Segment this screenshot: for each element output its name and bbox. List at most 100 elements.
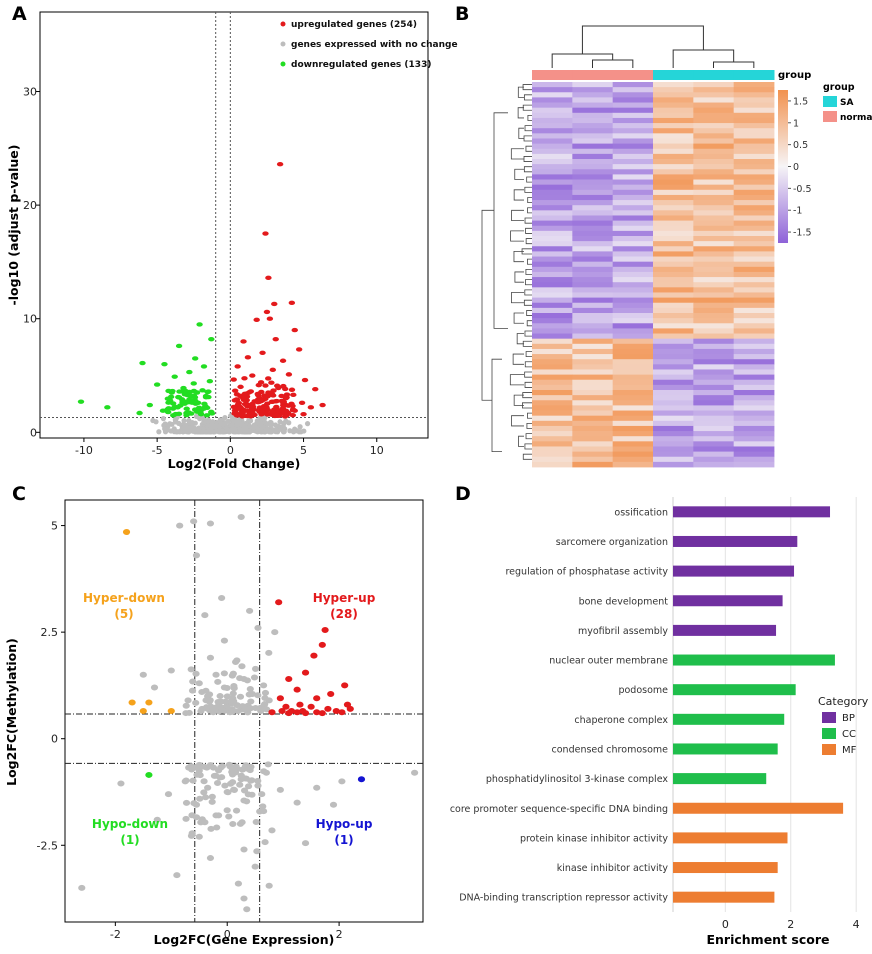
volcano-up-point	[263, 309, 271, 315]
heatmap-cell	[612, 333, 654, 340]
hypo-up-point	[357, 776, 366, 783]
heatmap-cell	[572, 461, 614, 468]
heatmap-cell	[693, 313, 735, 319]
heatmap-cell	[612, 210, 654, 216]
heatmap-cell	[572, 266, 614, 273]
volcano-up-point	[266, 316, 274, 321]
heatmap-cell	[733, 97, 775, 103]
heatmap-cell	[572, 230, 614, 237]
heatmap-cell	[612, 230, 654, 237]
heatmap-cell	[653, 169, 694, 175]
volcano-up-point	[295, 347, 303, 352]
volcano-down-point	[191, 395, 199, 400]
heatmap-cell	[532, 236, 573, 242]
volcano-up-point	[249, 373, 256, 378]
heatmap-cell	[612, 174, 654, 180]
heatmap-row-branch	[525, 227, 532, 234]
heatmap-cell	[733, 441, 775, 447]
heatmap-cell	[612, 153, 654, 160]
enrichment-bar-chart: ossification sarcomere organization regula…	[450, 497, 869, 947]
heatmap-cell	[572, 148, 614, 155]
volcano-down-point	[193, 409, 201, 414]
quadrant-grey-point	[254, 777, 262, 784]
heatmap-cell	[693, 420, 735, 427]
quadrant-grey-point	[261, 695, 269, 702]
heatmap-cell	[653, 256, 694, 263]
quadrant-grey-point	[338, 778, 346, 785]
heatmap-cell	[733, 410, 775, 417]
heatmap-cell	[733, 400, 775, 406]
quadrant-grey-point	[252, 705, 260, 712]
heatmap-cell	[693, 297, 735, 304]
enrichment-category-label: condensed chromosome	[552, 744, 669, 755]
quadrant-grey-point	[293, 799, 301, 806]
heatmap-cell	[612, 400, 654, 406]
volcano-down-point	[208, 336, 215, 342]
heatmap-cell	[733, 87, 775, 93]
heatmap-cell	[653, 415, 694, 422]
volcano-up-point	[255, 382, 262, 388]
volcano-up-point	[241, 376, 248, 381]
volcano-nochange-point	[202, 429, 209, 435]
heatmap-cell	[612, 359, 654, 365]
heatmap-cell	[733, 179, 775, 186]
heatmap-cell	[532, 400, 573, 406]
hyper-down-point	[145, 699, 153, 706]
heatmap-cell	[532, 364, 573, 370]
heatmap-cell	[532, 415, 573, 422]
hyper-up-point	[310, 652, 318, 659]
heatmap-cell	[653, 277, 694, 283]
heatmap-row-branch	[527, 114, 532, 121]
volcano-up-point	[283, 392, 291, 397]
heatmap-cell	[653, 292, 694, 298]
heatmap-cell	[653, 128, 694, 134]
heatmap-cell	[532, 323, 573, 329]
heatmap-cell	[532, 456, 573, 463]
volcano-down-point	[171, 374, 178, 379]
heatmap-cell	[693, 379, 735, 386]
enrichment-category-label: DNA-binding transcription repressor acti…	[459, 893, 668, 904]
hyper-up-point	[338, 709, 346, 716]
heatmap-cell	[653, 210, 694, 216]
heatmap-cell	[693, 461, 735, 468]
quadrant-label-count: (5)	[114, 607, 133, 621]
heatmap-row-branch	[524, 125, 532, 132]
quadrant-grey-point	[188, 687, 197, 694]
volcano-down-point	[196, 322, 203, 327]
quadrant-grey-point	[264, 761, 272, 768]
heatmap-cell	[572, 112, 614, 119]
quadrant-grey-point	[173, 872, 181, 879]
heatmap-cell	[612, 297, 654, 304]
heatmap-cell	[653, 261, 694, 268]
heatmap-cell	[532, 143, 573, 150]
heatmap-cell	[532, 384, 573, 391]
heatmap-cell	[653, 287, 694, 293]
heatmap-cell	[572, 174, 614, 180]
volcano-nochange-point	[281, 429, 287, 435]
heatmap-cell	[612, 169, 654, 175]
volcano-up-point	[232, 410, 240, 415]
heatmap-group-bar-label: group	[778, 70, 811, 81]
heatmap-cell	[612, 379, 654, 386]
heatmap-cell	[532, 184, 573, 191]
heatmap-cell	[572, 348, 614, 355]
heatmap-cell	[693, 210, 735, 216]
heatmap-cell	[572, 333, 614, 340]
quadrant-grey-point	[204, 784, 212, 791]
heatmap-cell	[693, 236, 735, 242]
quadrant-grey-point	[252, 818, 260, 825]
hyper-up-point	[275, 599, 283, 606]
heatmap-cell	[693, 374, 735, 381]
heatmap-cell	[693, 277, 735, 283]
heatmap-cell	[733, 148, 775, 155]
volcano-nochange-point	[262, 420, 269, 426]
heatmap-cell	[733, 164, 775, 170]
heatmap-cell	[532, 354, 573, 360]
heatmap-cell	[733, 112, 775, 119]
heatmap-row-branch	[513, 312, 524, 324]
heatmap-cell	[572, 405, 614, 411]
heatmap-row-branch	[524, 381, 532, 388]
panel-letter-b: B	[455, 3, 469, 25]
volcano-up-point	[254, 400, 262, 405]
enrichment-category-label: nuclear outer membrane	[549, 656, 668, 667]
